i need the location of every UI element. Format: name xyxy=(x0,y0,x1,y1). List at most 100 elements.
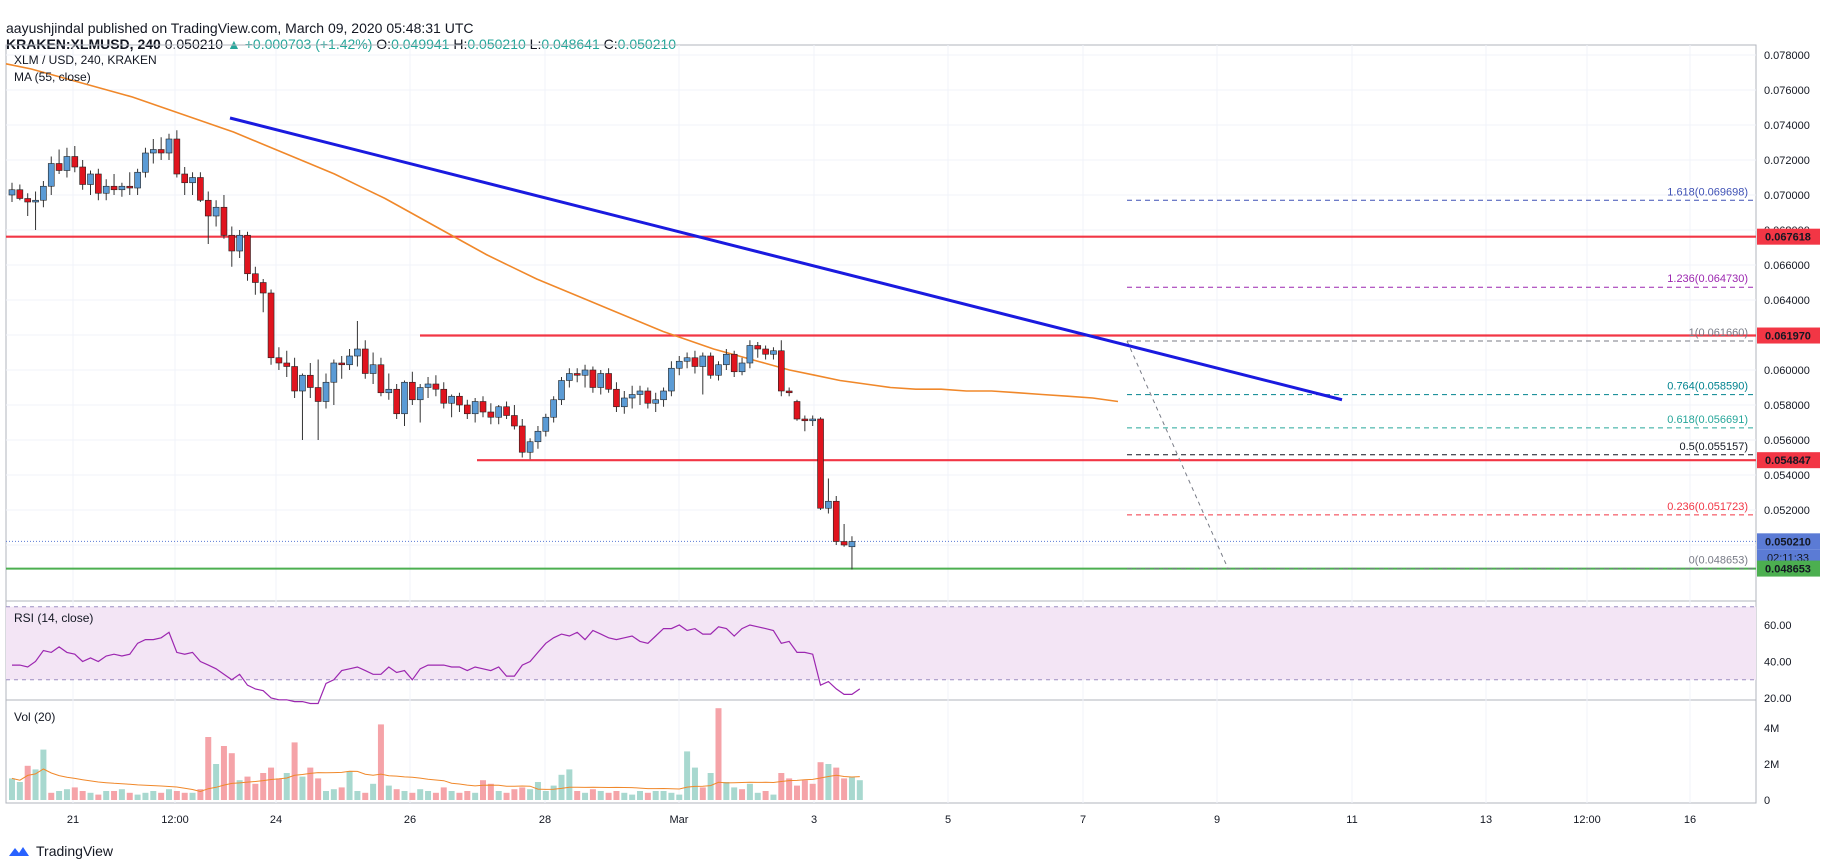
volume-bar xyxy=(621,792,628,800)
volume-bar xyxy=(550,785,557,800)
candle-body xyxy=(738,362,746,373)
volume-bar xyxy=(401,791,408,800)
volume-bar xyxy=(370,783,377,800)
volume-bar xyxy=(723,782,730,800)
volume-bar xyxy=(197,789,204,800)
time-tick-label: 24 xyxy=(270,814,282,826)
candle-body xyxy=(668,367,675,392)
candle-body xyxy=(409,381,416,401)
volume-bar xyxy=(770,794,777,800)
volume-bar xyxy=(605,792,612,800)
candle-body xyxy=(777,350,785,392)
volume-bar xyxy=(377,724,384,800)
volume-bar xyxy=(825,764,832,800)
volume-bar xyxy=(582,792,589,800)
volume-bar xyxy=(440,787,447,800)
fib-level-label: 1.618(0.069698) xyxy=(1667,186,1748,198)
volume-bar xyxy=(252,783,259,800)
moving-average xyxy=(5,63,1119,403)
price-tick-label: 0.078000 xyxy=(1764,50,1810,62)
time-tick-label: 16 xyxy=(1684,814,1696,826)
volume-bar xyxy=(111,791,118,800)
candle-body xyxy=(801,418,809,422)
candle-body xyxy=(47,163,55,187)
candle-body xyxy=(636,390,644,395)
candle-body xyxy=(314,387,322,402)
volume-bar xyxy=(652,791,659,800)
last-price-tag: 0.050210 xyxy=(1765,536,1811,548)
fib-level-label: 0(0.048653) xyxy=(1689,555,1748,567)
volume-bar xyxy=(464,791,471,800)
candle-body xyxy=(157,149,165,154)
candle-body xyxy=(71,156,79,168)
symbol-info[interactable]: KRAKEN:XLMUSD, 240 xyxy=(6,36,161,52)
candle-body xyxy=(762,348,769,355)
volume-bar xyxy=(534,782,541,800)
rsi-tick-label: 20.00 xyxy=(1764,693,1792,705)
price-tags: 0.0676180.0619700.0548470.05021002:11:33… xyxy=(1757,228,1820,577)
volume-bar xyxy=(644,792,651,800)
candle-body xyxy=(793,401,801,420)
last-price: 0.050210 xyxy=(164,36,224,52)
ma-55-line xyxy=(5,63,1119,403)
candle-body xyxy=(142,152,149,173)
candle-body xyxy=(267,292,275,359)
volume-bar xyxy=(809,783,816,800)
candle-body xyxy=(440,388,448,404)
candle-body xyxy=(401,381,408,415)
volume-bar xyxy=(503,792,510,800)
volume-bar xyxy=(519,787,526,800)
level-price-tag: 0.061970 xyxy=(1765,331,1811,343)
fib-level-label: 0.5(0.055157) xyxy=(1680,441,1749,453)
volume-bar xyxy=(472,792,479,800)
footer: TradingView xyxy=(8,843,113,859)
publisher-name[interactable]: aayushjindal xyxy=(6,20,84,36)
candle-body xyxy=(416,387,424,401)
volume-bar xyxy=(205,737,212,800)
volume-bar xyxy=(56,791,63,800)
candle-body xyxy=(8,189,16,196)
candle-body xyxy=(32,199,39,203)
volume-bar xyxy=(16,782,23,800)
candles xyxy=(8,130,856,570)
volume-bar xyxy=(817,762,824,800)
candle-body xyxy=(620,397,628,408)
chart-title: XLM / USD, 240, KRAKEN xyxy=(14,53,157,67)
chart-header: aayushjindal published on TradingView.co… xyxy=(6,20,676,52)
candle-body xyxy=(691,357,699,367)
volume-bar xyxy=(9,778,15,800)
fib-level-label: 0.236(0.051723) xyxy=(1667,501,1748,513)
volume-bar xyxy=(315,778,322,800)
candle-body xyxy=(126,185,134,189)
candle-body xyxy=(63,156,71,171)
volume-legend: Vol (20) xyxy=(14,710,55,724)
volume-bar xyxy=(778,773,785,800)
price-tick-label: 0.064000 xyxy=(1764,295,1810,307)
candle-body xyxy=(471,401,479,415)
tradingview-logo-icon[interactable] xyxy=(8,844,30,858)
volume-pane: 4M 2M 0 xyxy=(9,708,1779,807)
volume-bar xyxy=(754,792,761,800)
volume-bar xyxy=(48,792,55,800)
volume-bar xyxy=(189,792,196,800)
brand-name[interactable]: TradingView xyxy=(36,843,114,859)
volume-bar xyxy=(699,787,706,800)
candle-body xyxy=(628,394,636,399)
candle-body xyxy=(118,185,126,191)
volume-bar xyxy=(268,767,275,800)
candle-body xyxy=(746,345,754,364)
candle-body xyxy=(40,185,47,201)
volume-bar xyxy=(24,765,31,800)
candle-body xyxy=(197,177,204,201)
candle-body xyxy=(589,369,597,388)
volume-bar xyxy=(118,789,125,800)
candle-body xyxy=(393,388,400,415)
volume-bar xyxy=(275,778,282,800)
candle-body xyxy=(534,430,542,443)
candle-body xyxy=(675,360,683,369)
rsi-tick-label: 40.00 xyxy=(1764,657,1792,669)
candle-body xyxy=(189,177,196,184)
volume-bar xyxy=(283,773,290,800)
volume-bar xyxy=(801,780,808,800)
